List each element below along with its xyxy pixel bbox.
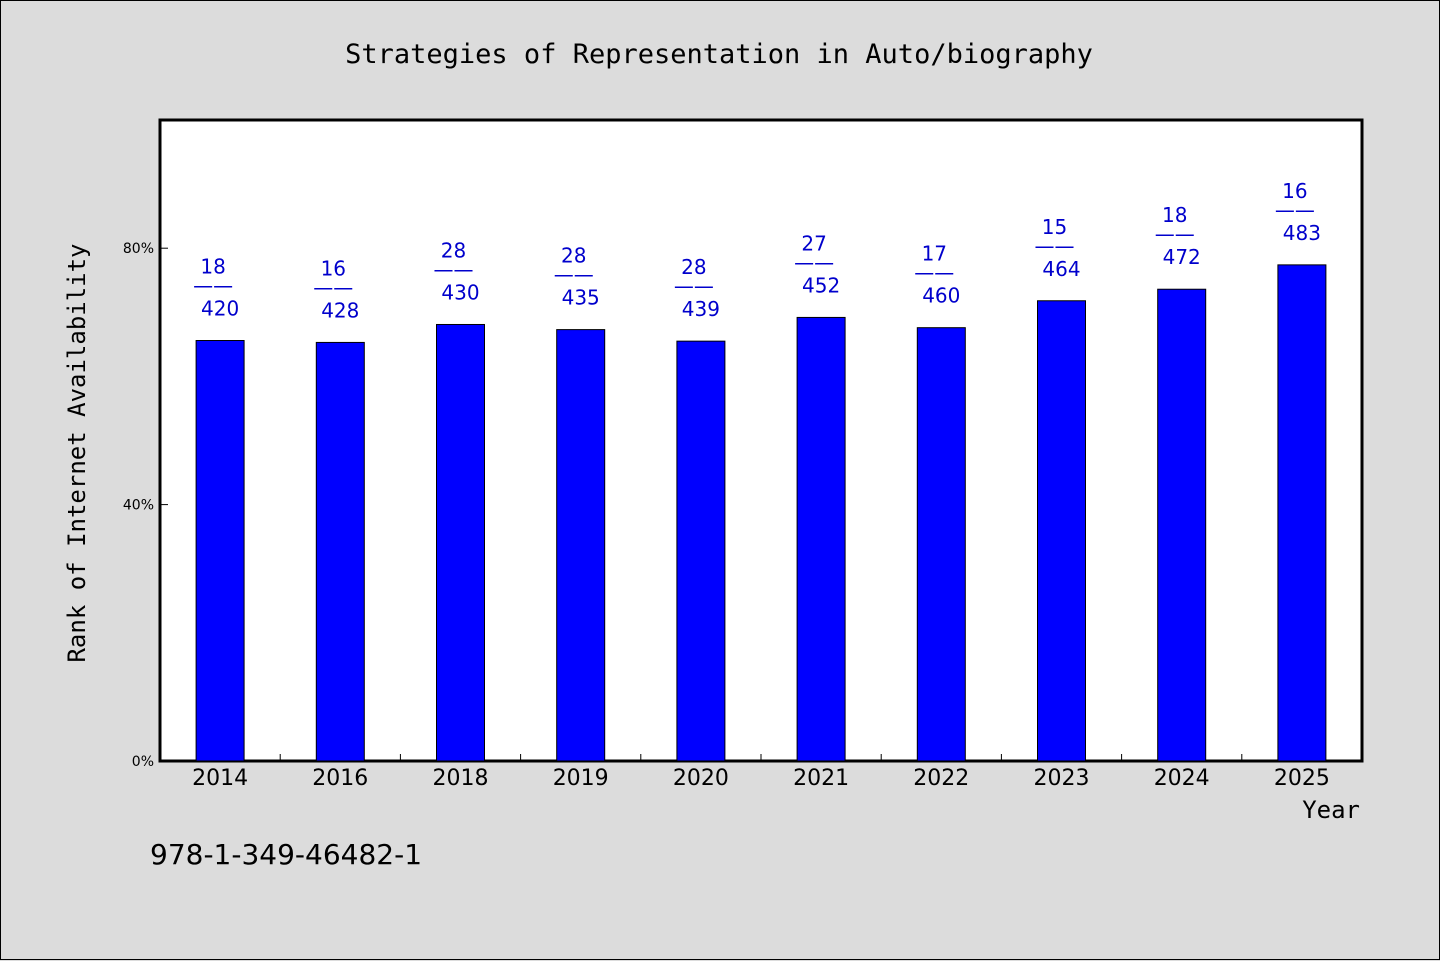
x-axis-title: Year [1302, 796, 1360, 824]
x-tick-label: 2018 [433, 766, 489, 791]
data-label-bottom: 483 [1283, 221, 1321, 245]
x-tick-label: 2014 [192, 766, 248, 791]
data-label-bottom: 460 [922, 284, 960, 308]
data-label-bottom: 428 [321, 298, 359, 322]
y-tick-label: 0% [132, 754, 154, 770]
data-label-separator: —— [914, 261, 954, 285]
x-tick-label: 2022 [913, 766, 969, 791]
y-axis: 0% 40% 80% [123, 241, 168, 770]
y-tick-label: 40% [123, 498, 154, 514]
bar [676, 340, 726, 762]
data-label-top: 16 [321, 256, 346, 280]
data-label-top: 16 [1282, 179, 1307, 203]
x-tick-label: 2019 [553, 766, 609, 791]
data-label-separator: —— [1155, 222, 1195, 246]
x-axis: 2014 2016 2018 2019 2020 2021 2022 2023 2024 2025 [192, 754, 1330, 791]
data-label-bottom: 430 [441, 280, 479, 304]
data-labels: 18——42016——42828——43028——43528——43927——4… [193, 179, 1321, 323]
data-label-top: 17 [922, 242, 947, 266]
data-label-bottom: 464 [1042, 257, 1080, 281]
y-tick-label: 80% [123, 241, 154, 257]
bar-series [195, 264, 1327, 762]
x-tick-label: 2021 [793, 766, 849, 791]
data-label-bottom: 420 [201, 297, 239, 321]
data-label-separator: —— [434, 257, 474, 281]
bar [796, 316, 846, 762]
bar [556, 329, 606, 762]
isbn-label: 978-1-349-46482-1 [150, 838, 422, 871]
data-label-separator: —— [193, 274, 233, 298]
data-label-separator: —— [1275, 198, 1315, 222]
bar [436, 323, 485, 762]
data-label-top: 15 [1042, 215, 1067, 239]
data-label-top: 18 [200, 255, 225, 279]
chart-title: Strategies of Representation in Auto/bio… [345, 39, 1093, 70]
bar [1277, 264, 1327, 762]
y-axis-title: Rank of Internet Availability [63, 243, 91, 662]
data-label-separator: —— [1035, 234, 1075, 258]
data-label-bottom: 452 [802, 273, 840, 297]
data-label-top: 28 [681, 255, 706, 279]
data-label-separator: —— [313, 275, 353, 299]
data-label-top: 28 [441, 238, 466, 262]
data-label-separator: —— [794, 250, 834, 274]
x-tick-label: 2024 [1154, 766, 1210, 791]
bar [1157, 288, 1207, 762]
bar [1037, 300, 1086, 762]
data-label-bottom: 435 [562, 286, 600, 310]
bar [315, 341, 365, 762]
data-label-separator: —— [674, 274, 714, 298]
x-tick-label: 2016 [312, 766, 368, 791]
bar [195, 340, 245, 762]
x-tick-label: 2023 [1034, 766, 1090, 791]
x-tick-label: 2020 [673, 766, 729, 791]
data-label-bottom: 472 [1163, 245, 1201, 269]
data-label-top: 28 [561, 244, 586, 268]
data-label-separator: —— [554, 263, 594, 287]
x-tick-label: 2025 [1274, 766, 1330, 791]
data-label-bottom: 439 [682, 297, 720, 321]
bar [916, 327, 966, 762]
data-label-top: 27 [801, 231, 826, 255]
data-label-top: 18 [1162, 203, 1187, 227]
